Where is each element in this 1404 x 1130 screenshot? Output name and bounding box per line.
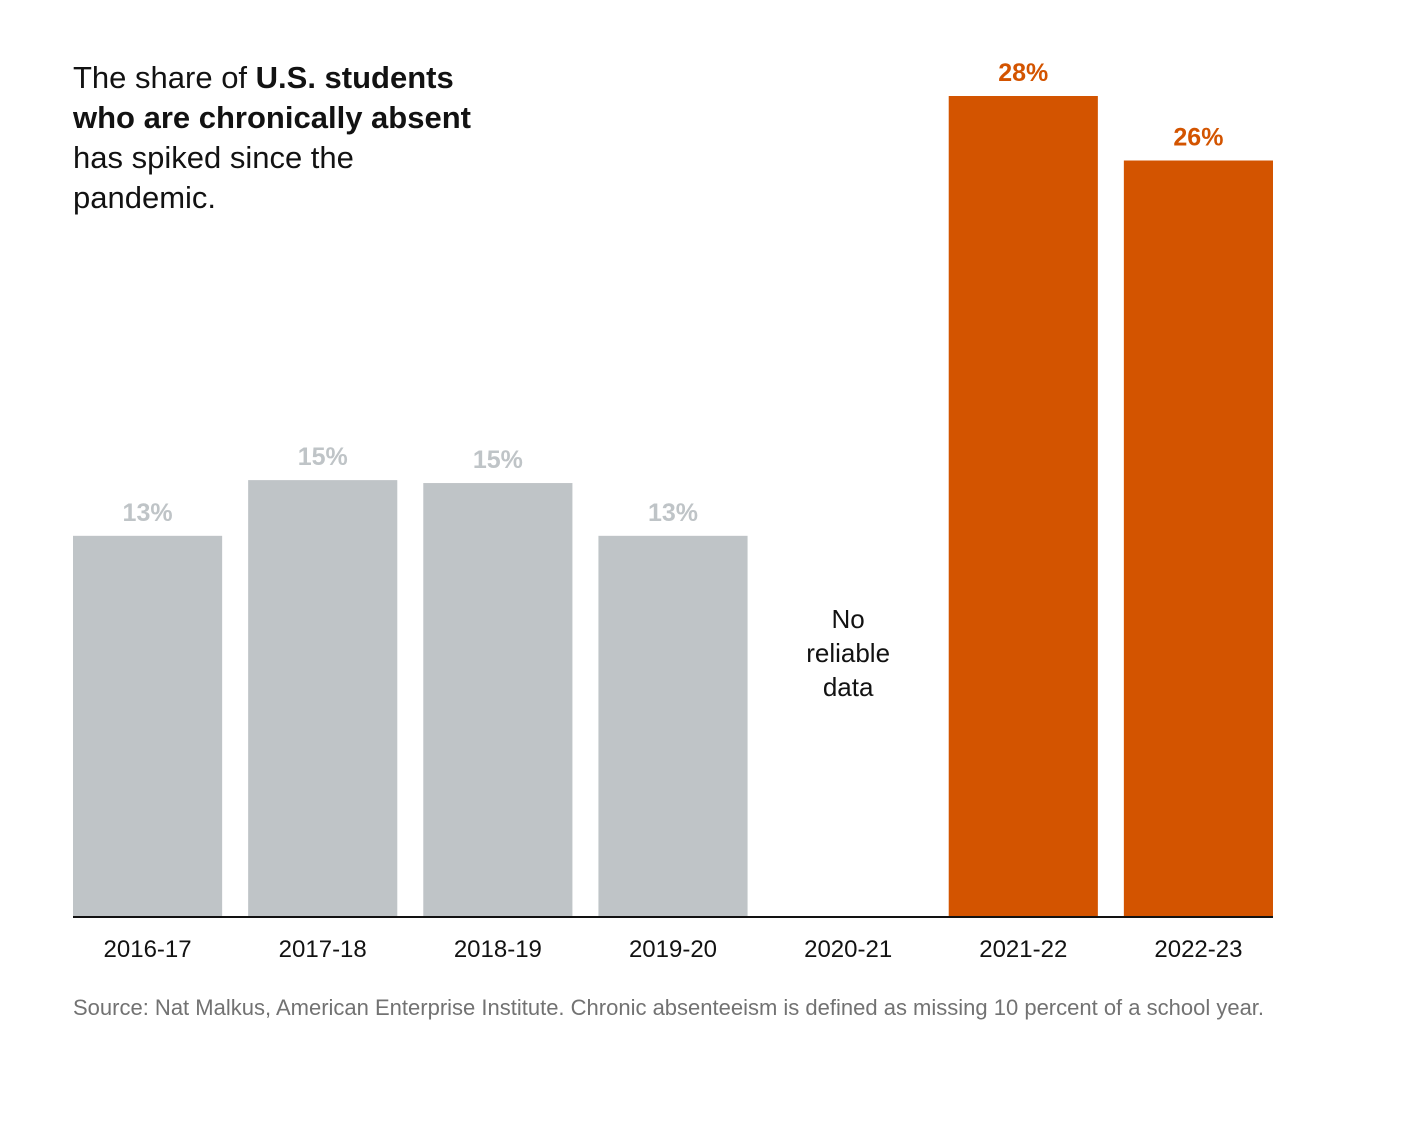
source-note: Source: Nat Malkus, American Enterprise … xyxy=(73,995,1265,1020)
x-tick-label-2021-22: 2021-22 xyxy=(979,936,1067,963)
title-suffix: has spiked since the pandemic. xyxy=(73,140,354,215)
bar-2022-23 xyxy=(1123,160,1273,917)
title-prefix: The share of xyxy=(73,60,256,95)
no-data-note-line-1: No xyxy=(832,604,865,634)
value-label-2022-23: 26% xyxy=(1173,124,1223,152)
title-bold: U.S. students who are chronically absent xyxy=(73,60,471,135)
value-label-2019-20: 13% xyxy=(648,499,698,527)
x-tick-label-2017-18: 2017-18 xyxy=(279,936,367,963)
value-label-2018-19: 15% xyxy=(473,446,523,474)
x-tick-label-2019-20: 2019-20 xyxy=(629,936,717,963)
no-data-note-line-2: reliable xyxy=(806,638,890,668)
no-data-note-line-3: data xyxy=(823,672,874,702)
bar-2021-22 xyxy=(948,96,1098,917)
bar-2018-19 xyxy=(423,483,573,917)
x-tick-label-2020-21: 2020-21 xyxy=(804,936,892,963)
chart-title: The share of U.S. students who are chron… xyxy=(73,58,503,218)
x-tick-label-2016-17: 2016-17 xyxy=(104,936,192,963)
bar-2017-18 xyxy=(248,480,398,917)
bar-2019-20 xyxy=(598,535,748,917)
bar-chart: 13% 2016-17 15% 2017-18 15% 2018-19 13% 2019-20… xyxy=(73,59,1273,963)
x-tick-label-2022-23: 2022-23 xyxy=(1154,936,1242,963)
value-label-2021-22: 28% xyxy=(998,59,1048,87)
x-tick-label-2018-19: 2018-19 xyxy=(454,936,542,963)
value-label-2016-17: 13% xyxy=(123,499,173,527)
bar-2016-17 xyxy=(73,535,223,917)
value-label-2017-18: 15% xyxy=(298,443,348,471)
